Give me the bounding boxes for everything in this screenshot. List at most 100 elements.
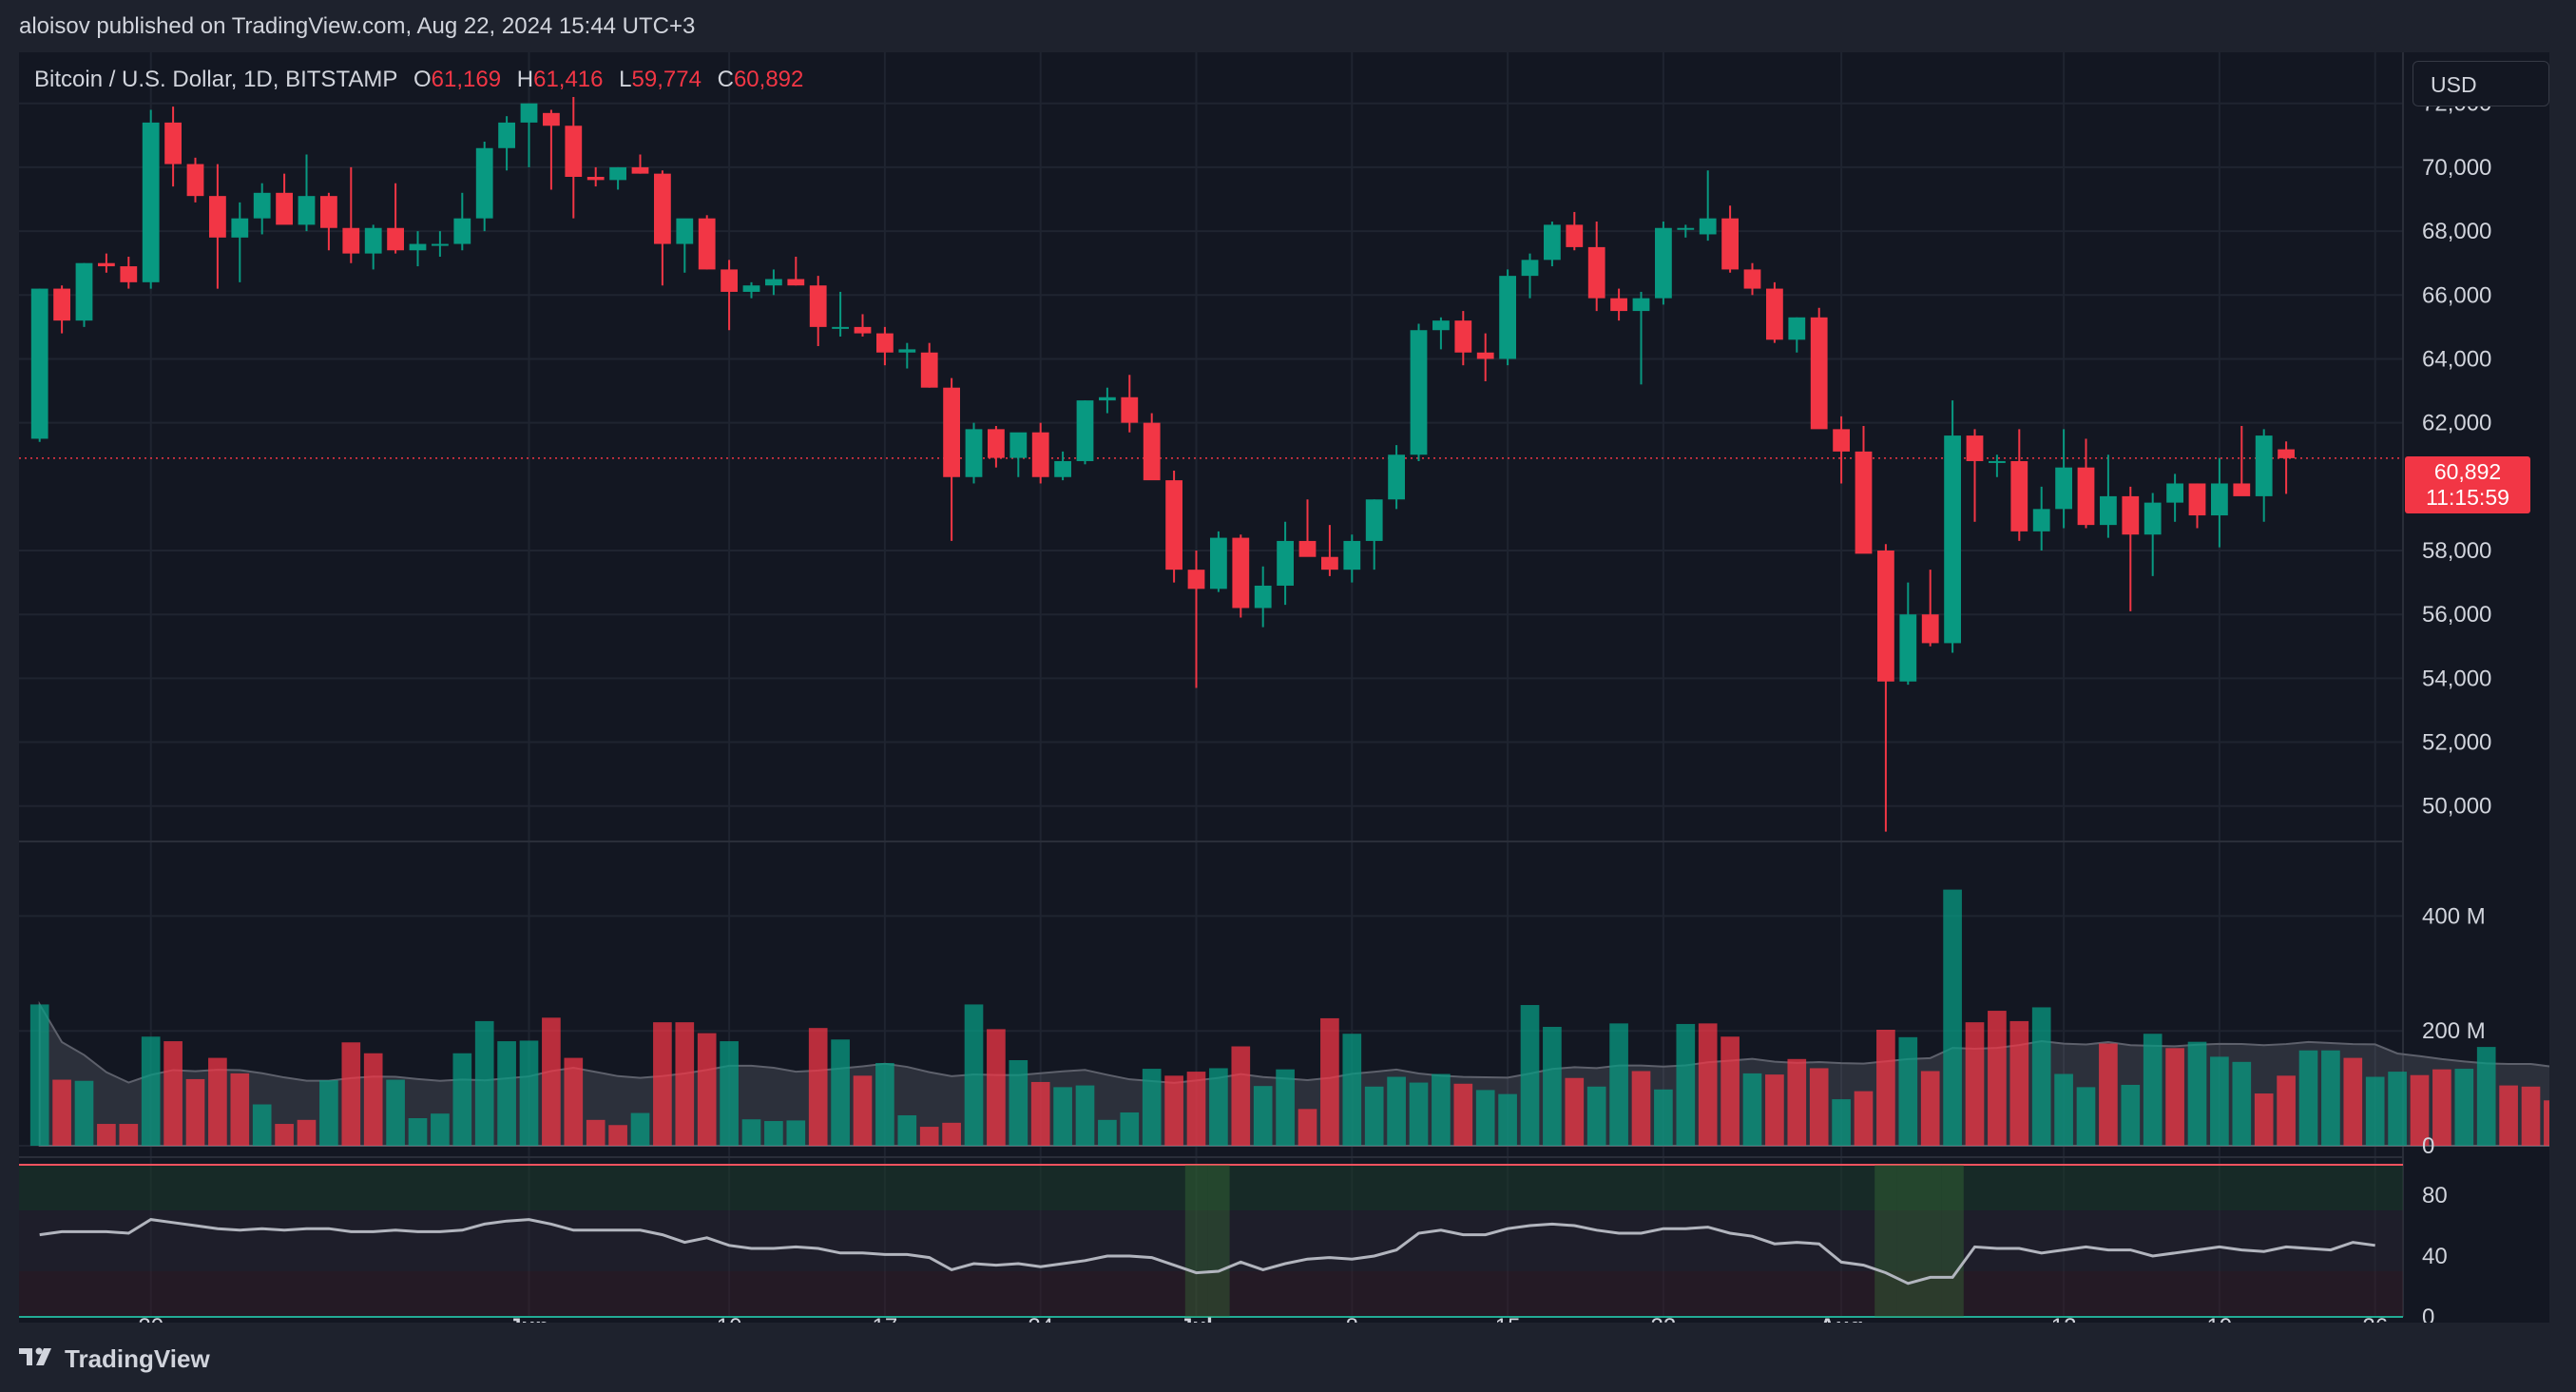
volume-bar <box>875 1063 894 1146</box>
volume-bar <box>1565 1077 1585 1146</box>
candle-body <box>75 262 93 321</box>
candle-body <box>988 429 1005 458</box>
candle-body <box>609 166 626 181</box>
volume-bar <box>1209 1068 1228 1146</box>
candle-body <box>765 279 782 286</box>
volume-bar <box>74 1080 94 1146</box>
candle-body <box>832 326 849 329</box>
volume-bar <box>474 1020 494 1146</box>
volume-bar <box>319 1080 338 1146</box>
volume-bar <box>2321 1050 2340 1146</box>
volume-bar <box>919 1127 939 1146</box>
volume-bar <box>2544 1100 2549 1146</box>
volume-bar <box>1276 1069 1295 1146</box>
volume-bar <box>808 1028 828 1146</box>
chart-panel[interactable]: 72,00070,00068,00066,00064,00062,00058,0… <box>19 52 2549 1323</box>
candle-body <box>320 196 337 228</box>
published-info: aloisov published on TradingView.com, Au… <box>19 13 696 39</box>
candle-body <box>1921 614 1939 644</box>
volume-bar <box>542 1017 561 1146</box>
time-tick-label: 22 <box>1651 1314 1677 1323</box>
volume-bar <box>1409 1082 1429 1146</box>
volume-bar <box>297 1119 317 1146</box>
volume-bar <box>630 1112 650 1146</box>
volume-bar <box>452 1053 472 1146</box>
candle-body <box>1210 537 1227 590</box>
candle-body <box>298 196 316 225</box>
candle-body <box>698 218 716 270</box>
candle-body <box>1388 454 1405 500</box>
volume-bar <box>1698 1023 1718 1146</box>
candle-body <box>2077 467 2095 526</box>
volume-bar <box>2143 1034 2163 1146</box>
volume-bar <box>1009 1060 1028 1146</box>
candle-body <box>186 164 204 197</box>
candle-body <box>1277 540 1294 586</box>
currency-button[interactable]: USD <box>2413 61 2549 106</box>
volume-bar <box>1876 1029 1895 1146</box>
volume-bar <box>1654 1089 1673 1146</box>
candle-body <box>1966 435 1984 461</box>
chart-canvas[interactable]: 72,00070,00068,00066,00064,00062,00058,0… <box>19 52 2549 1323</box>
close-label: C <box>717 67 734 92</box>
volume-bar <box>208 1057 227 1146</box>
candle-body <box>276 192 293 225</box>
volume-bar <box>2298 1050 2318 1146</box>
volume-bar <box>1387 1076 1406 1146</box>
candle-body <box>787 279 805 286</box>
candle-body <box>1187 570 1205 590</box>
candle-body <box>253 192 271 219</box>
candle-body <box>387 227 404 251</box>
open-label: O <box>413 67 432 92</box>
candle-body <box>1476 352 1494 359</box>
price-tick-label: 66,000 <box>2422 282 2491 308</box>
volume-bar <box>1098 1119 1117 1146</box>
volume-bar <box>741 1119 761 1146</box>
candle-body <box>1677 227 1695 230</box>
last-price-tag: 60,892 11:15:59 <box>2405 456 2530 513</box>
rsi-oversold-highlight <box>1896 1165 1919 1317</box>
volume-bar <box>1231 1046 1251 1146</box>
candle-body <box>364 227 382 254</box>
candle-body <box>1054 460 1071 477</box>
candle-body <box>98 262 115 267</box>
volume-bar <box>2521 1086 2541 1146</box>
rsi-tick-label: 0 <box>2422 1305 2434 1323</box>
volume-bar <box>230 1073 250 1146</box>
rsi-oversold-highlight <box>1941 1165 1964 1317</box>
volume-bar <box>163 1041 183 1146</box>
time-tick-label: 26 <box>2362 1314 2388 1323</box>
volume-bar <box>341 1042 361 1146</box>
candle-body <box>965 429 983 477</box>
candle-body <box>586 177 605 181</box>
volume-bar <box>564 1057 584 1146</box>
volume-bar <box>1586 1086 1606 1146</box>
price-tick-label: 54,000 <box>2422 666 2491 691</box>
volume-tick-label: 400 M <box>2422 903 2486 929</box>
candle-body <box>854 326 872 334</box>
candle-body <box>943 387 960 477</box>
candle-body <box>1521 260 1539 277</box>
candle-body <box>1410 330 1428 455</box>
volume-bar <box>1809 1068 1829 1146</box>
volume-bar <box>2499 1085 2518 1146</box>
volume-bar <box>2210 1056 2229 1146</box>
candle-body <box>1298 540 1317 557</box>
candle-body <box>1232 537 1250 609</box>
volume-bar <box>1920 1071 1940 1146</box>
candle-body <box>1699 218 1717 235</box>
candle-body <box>1632 298 1650 312</box>
price-tick-label: 58,000 <box>2422 538 2491 564</box>
candle-body <box>2010 460 2028 532</box>
tradingview-logo-icon <box>19 1344 57 1374</box>
tradingview-logo[interactable]: TradingView <box>19 1344 210 1374</box>
volume-bar <box>519 1040 539 1146</box>
candle-body <box>654 173 671 244</box>
volume-bar <box>1609 1023 1628 1146</box>
candle-body <box>631 166 649 174</box>
candle-body <box>209 196 226 238</box>
volume-bar <box>697 1033 717 1146</box>
candle-body <box>120 266 138 282</box>
volume-bar <box>1631 1071 1651 1146</box>
price-tick-label: 68,000 <box>2422 219 2491 244</box>
